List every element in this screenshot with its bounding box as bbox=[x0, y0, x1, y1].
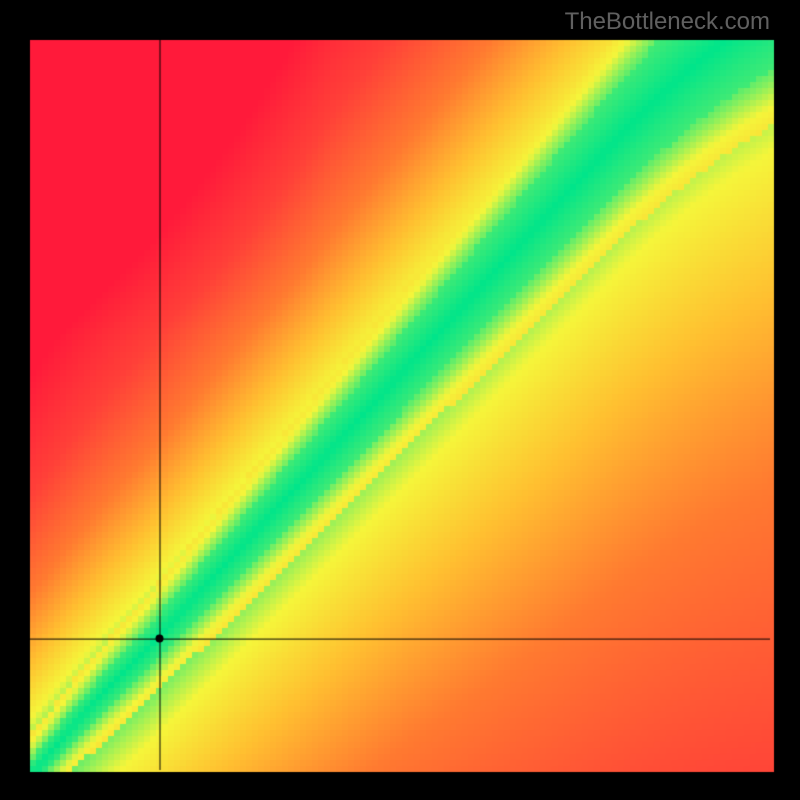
watermark-text: TheBottleneck.com bbox=[565, 8, 770, 36]
bottleneck-heatmap bbox=[0, 0, 800, 800]
chart-container: TheBottleneck.com bbox=[0, 0, 800, 800]
